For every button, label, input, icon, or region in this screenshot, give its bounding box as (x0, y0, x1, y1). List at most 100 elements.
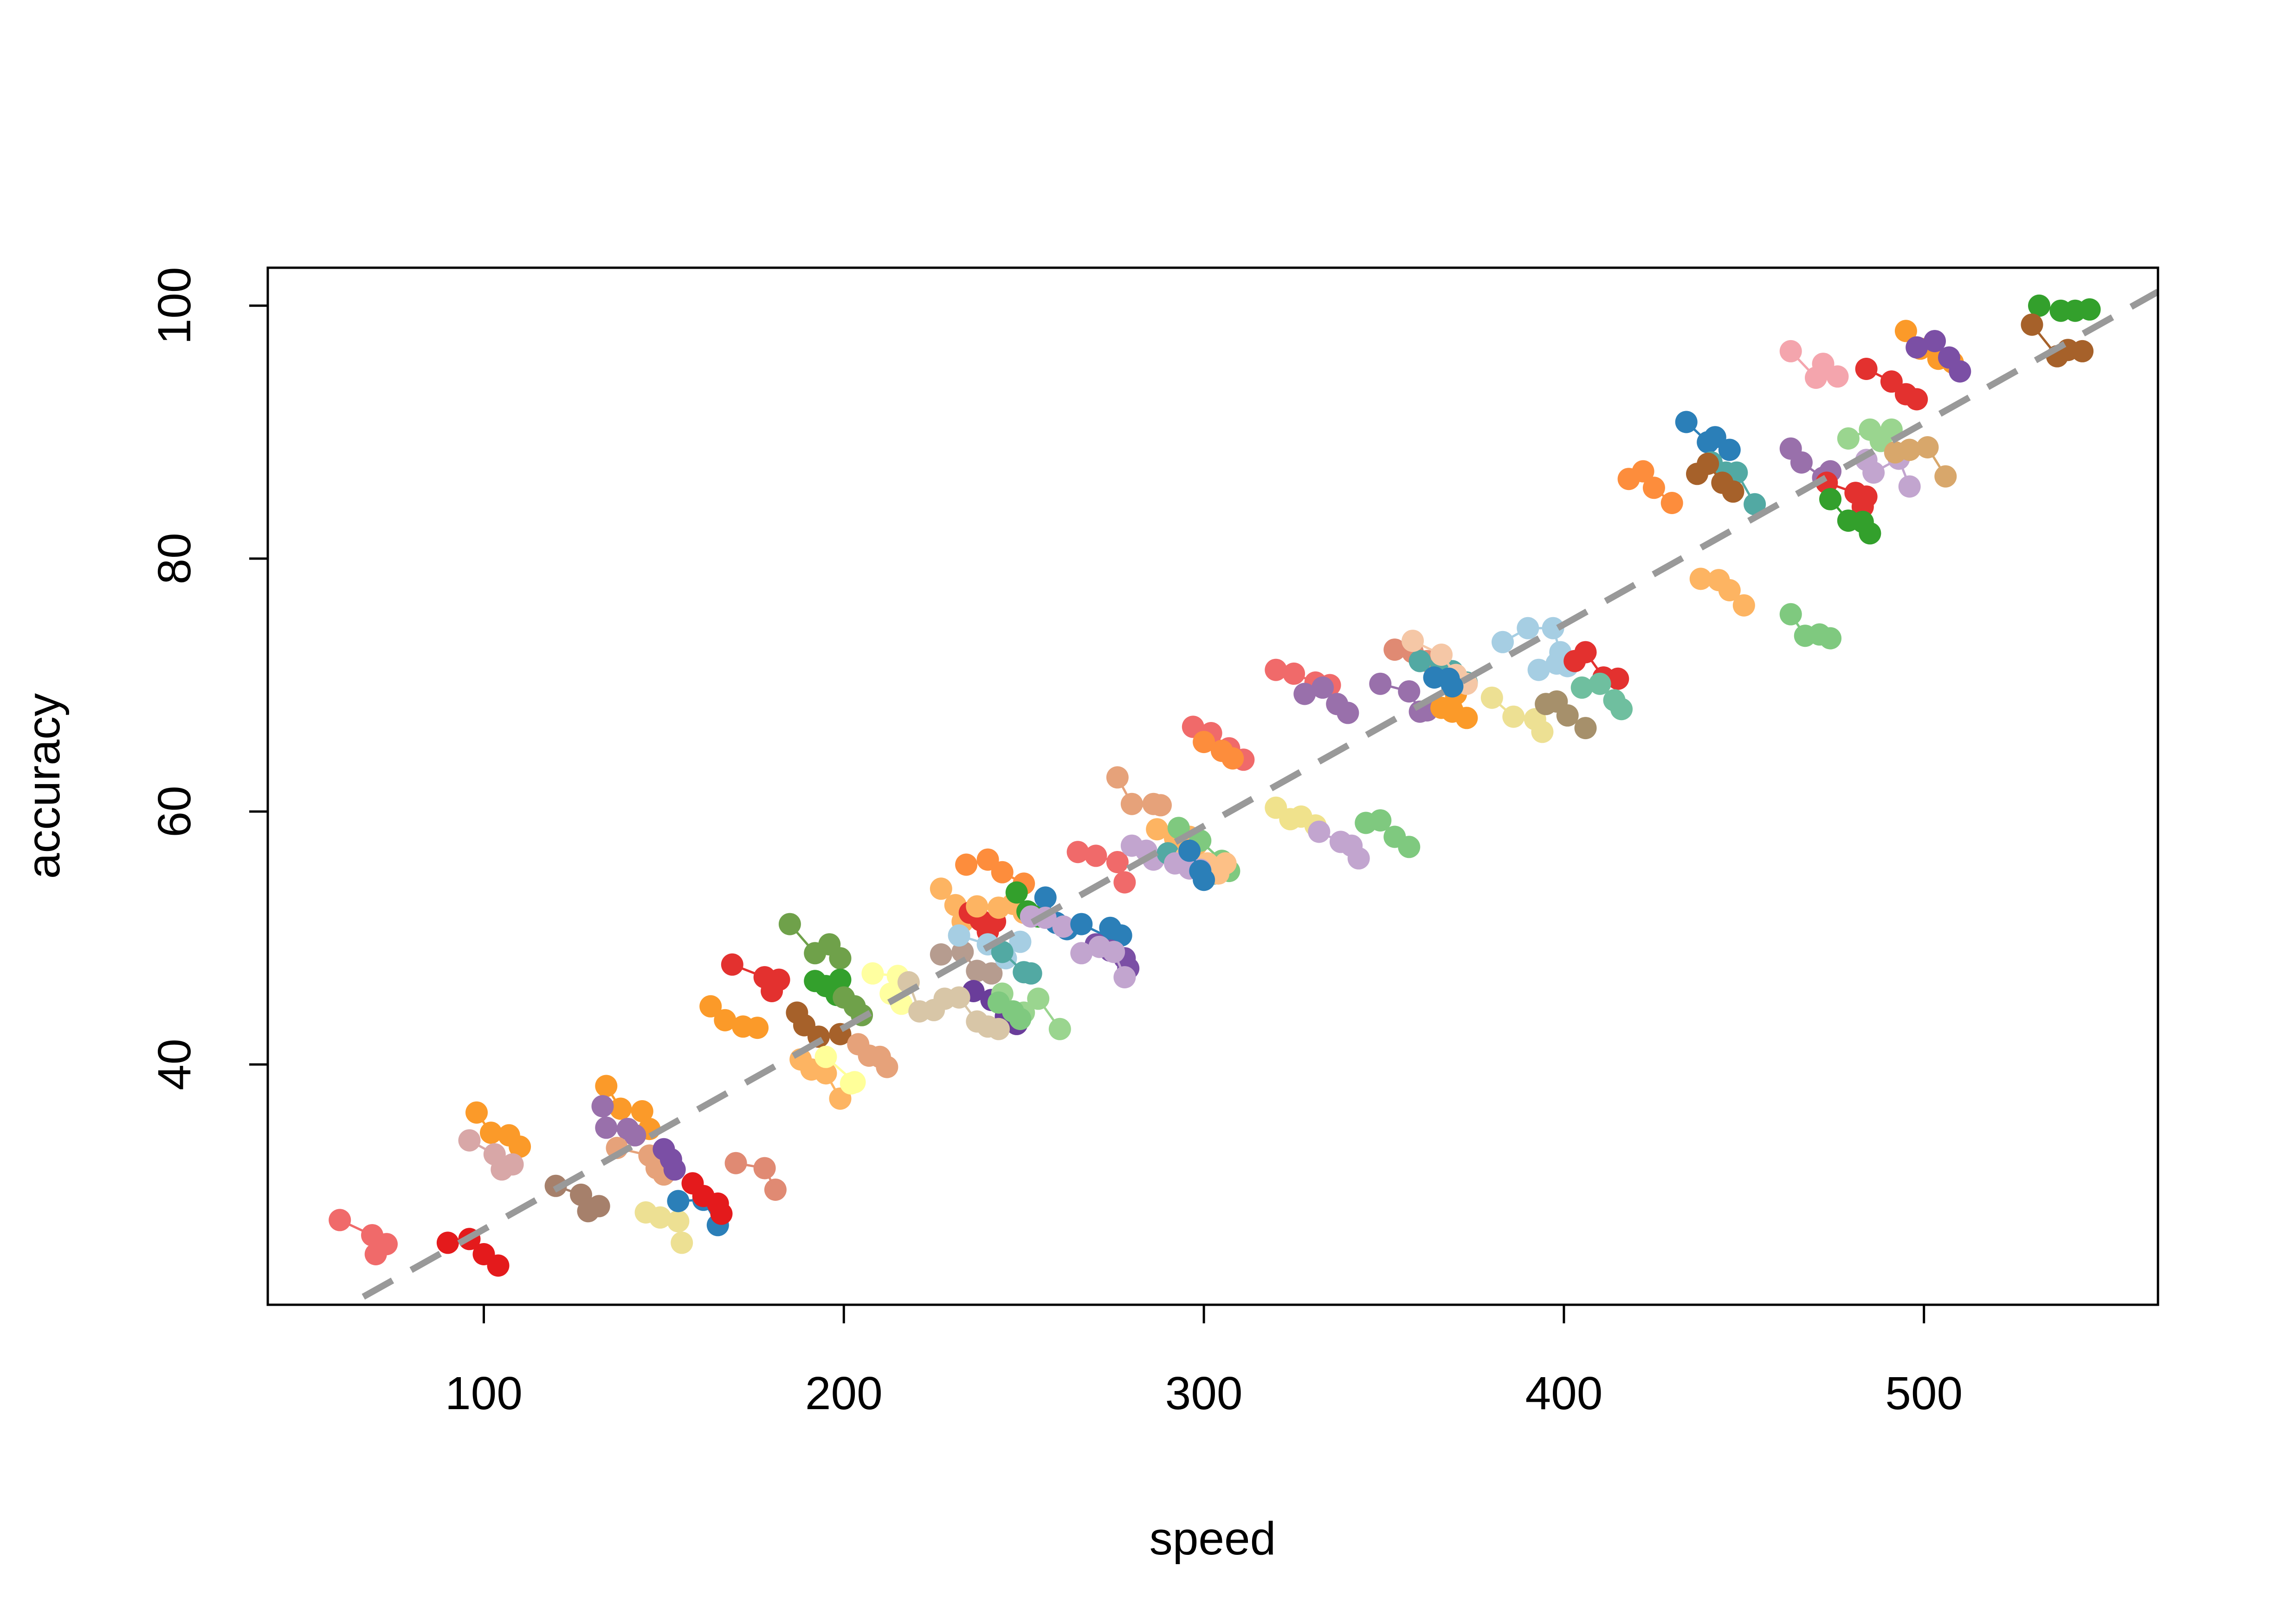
data-point (2021, 313, 2043, 336)
data-point (480, 1121, 502, 1144)
data-point (814, 1062, 837, 1085)
data-point (1193, 731, 1215, 754)
data-point (1894, 320, 1917, 342)
data-point (1880, 370, 1903, 393)
data-point (1398, 680, 1421, 703)
data-point (721, 953, 743, 976)
data-point (1066, 841, 1089, 864)
y-tick-label: 40 (149, 1039, 200, 1090)
data-point (1779, 603, 1802, 625)
y-tick-label: 80 (149, 533, 200, 584)
point-group (1106, 766, 1172, 817)
point-group (1686, 452, 1744, 503)
data-point (591, 1095, 614, 1118)
data-point (671, 1231, 693, 1254)
data-point (1027, 987, 1050, 1010)
data-point (1099, 916, 1122, 939)
data-point (1779, 340, 1802, 362)
point-group (1480, 686, 1554, 743)
data-point (1527, 658, 1550, 681)
data-point (1308, 820, 1331, 843)
data-point (1916, 436, 1939, 458)
data-point (1455, 707, 1478, 729)
data-point (631, 1100, 653, 1122)
data-point (1113, 871, 1136, 894)
data-point (1574, 717, 1597, 740)
point-group (1178, 839, 1215, 891)
data-point (329, 1209, 351, 1231)
data-point (1722, 480, 1744, 503)
point-group (991, 941, 1042, 985)
data-point (948, 924, 970, 947)
point-group (1689, 567, 1755, 617)
data-point (1812, 353, 1835, 375)
data-point (1085, 844, 1107, 867)
data-point (980, 962, 1003, 985)
point-group (458, 1129, 524, 1181)
x-tick-label: 400 (1525, 1367, 1602, 1419)
data-point (1398, 836, 1421, 858)
data-point (1480, 686, 1503, 709)
data-point (1283, 662, 1305, 685)
y-axis: 40 60 80 100 (149, 267, 269, 1090)
point-group (1293, 676, 1359, 724)
x-axis-title: speed (1150, 1513, 1276, 1565)
data-point (1146, 818, 1169, 841)
data-point (768, 968, 790, 991)
x-tick-label: 100 (445, 1367, 523, 1419)
reference-line (342, 289, 2158, 1305)
data-point (1311, 676, 1334, 699)
data-point (1113, 966, 1136, 989)
data-point (1369, 809, 1392, 832)
point-group (2021, 313, 2094, 367)
data-point (1034, 886, 1057, 909)
point-group (1535, 690, 1597, 740)
data-point (1214, 852, 1237, 875)
data-point (876, 1056, 898, 1078)
data-point (1632, 460, 1654, 483)
point-group (634, 1201, 693, 1254)
data-point (1855, 358, 1878, 380)
point-group (1070, 935, 1136, 989)
point-group (1675, 411, 1741, 461)
y-tick-label: 60 (149, 786, 200, 837)
data-point (595, 1075, 618, 1097)
data-point (1790, 451, 1813, 474)
data-point (991, 861, 1014, 883)
data-point (609, 1097, 632, 1120)
data-point (1150, 794, 1172, 817)
point-group (1906, 330, 1971, 383)
point-group (948, 986, 1010, 1040)
data-point (814, 1045, 837, 1068)
data-point (1837, 427, 1860, 450)
data-points (329, 294, 2101, 1277)
data-point (1402, 630, 1424, 652)
point-group (1884, 436, 1957, 488)
data-point (1744, 493, 1766, 516)
x-tick-label: 200 (805, 1367, 883, 1419)
data-point (663, 1158, 686, 1181)
data-point (1660, 492, 1683, 514)
point-group (724, 1152, 787, 1201)
data-point (436, 1231, 459, 1254)
point-group (1265, 796, 1327, 837)
data-point (1542, 617, 1564, 639)
point-group (1855, 358, 1928, 411)
data-point (1178, 839, 1201, 862)
data-point (1610, 698, 1633, 721)
data-point (1070, 942, 1093, 965)
data-point (458, 1129, 481, 1152)
point-group (721, 953, 790, 1002)
data-point (930, 943, 952, 966)
point-group (778, 913, 852, 970)
point-group (1779, 340, 1849, 389)
data-point (1862, 461, 1885, 484)
data-point (588, 1195, 610, 1218)
data-point (955, 853, 978, 876)
point-group (814, 1045, 866, 1095)
data-point (1898, 438, 1921, 461)
point-group (1779, 603, 1841, 650)
data-point (1819, 627, 1841, 650)
data-point (1441, 675, 1464, 698)
data-point (1589, 672, 1611, 695)
